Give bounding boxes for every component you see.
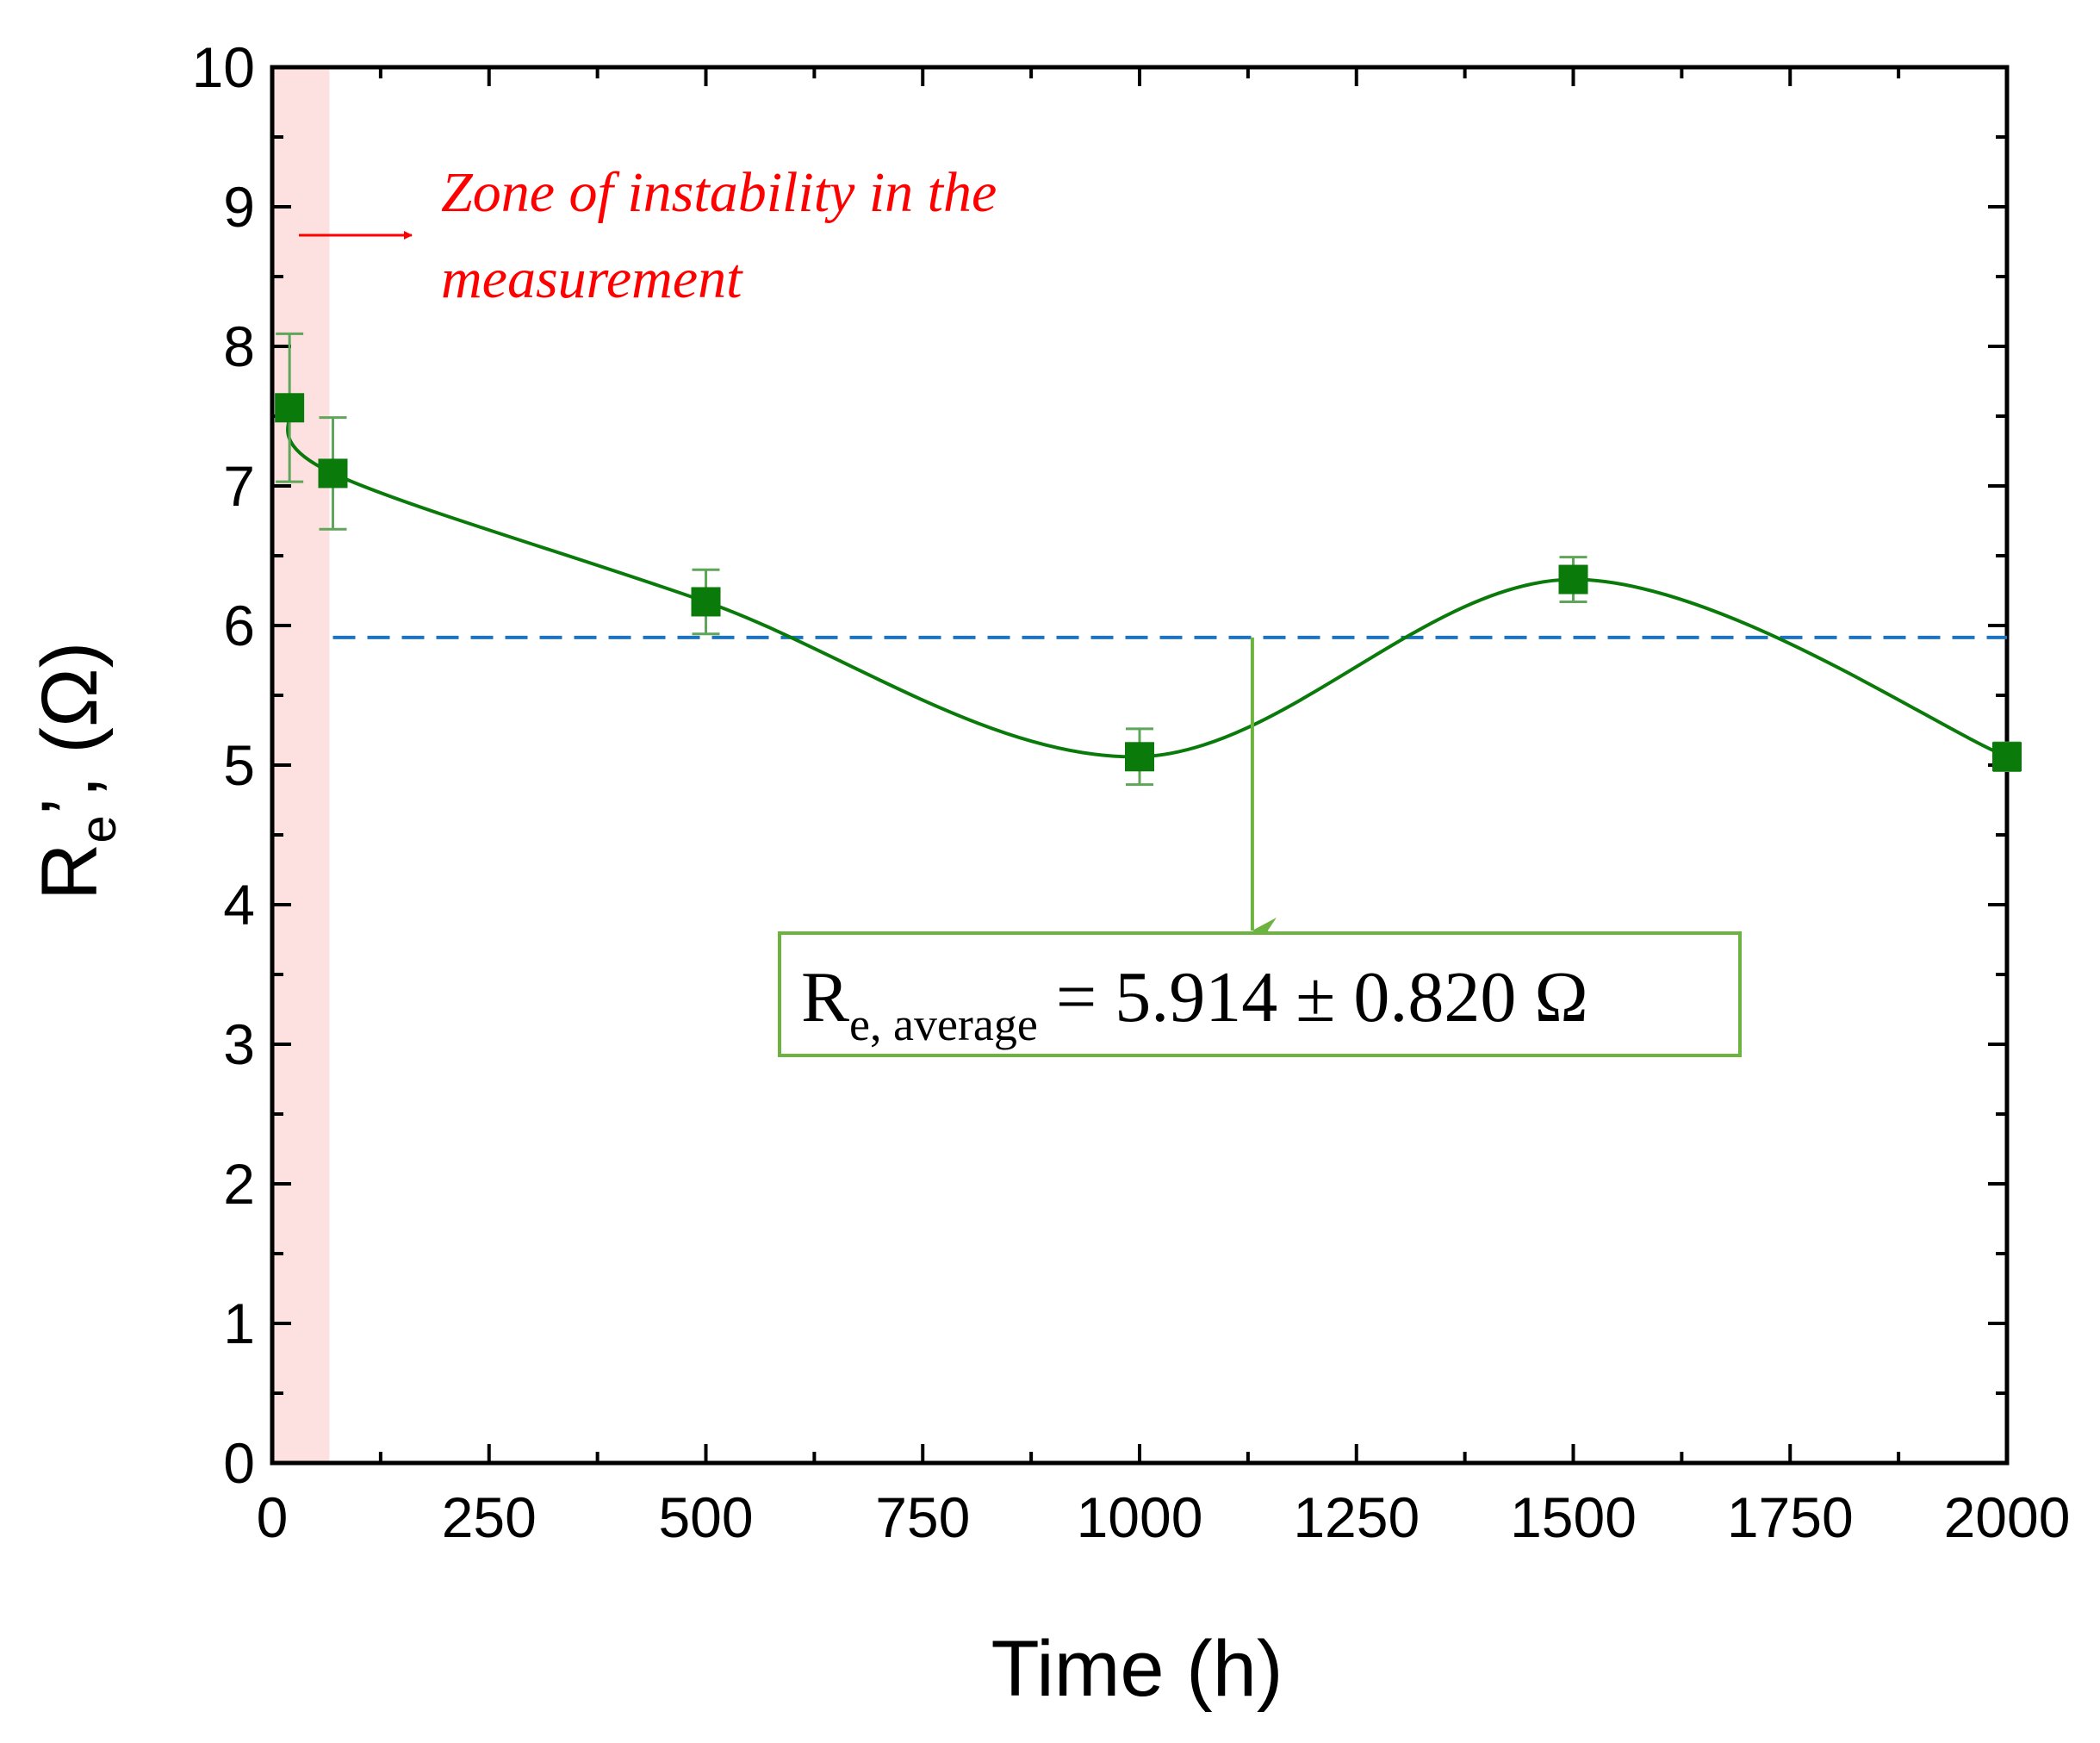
y-tick-label: 7 <box>223 454 255 518</box>
y-tick-labels: 0 1 2 3 4 5 6 7 8 9 10 <box>192 35 255 1495</box>
y-axis-title: Re’, (Ω) <box>26 642 127 900</box>
y-tick-label: 5 <box>223 733 255 797</box>
average-box <box>778 931 1742 1057</box>
y-tick-label: 3 <box>223 1012 255 1076</box>
x-tick-label: 1250 <box>1293 1485 1420 1549</box>
y-tick-label: 10 <box>192 35 255 99</box>
data-point-marker <box>1125 742 1154 772</box>
y-tick-label: 1 <box>223 1292 255 1355</box>
data-point-marker <box>275 393 305 423</box>
y-tick-label: 9 <box>223 175 255 239</box>
x-tick-label: 1000 <box>1077 1485 1203 1549</box>
average-label-prefix: R <box>801 957 849 1037</box>
series-fit-curve <box>286 407 2008 759</box>
data-point-marker <box>1558 564 1588 594</box>
x-tick-label: 1750 <box>1727 1485 1854 1549</box>
y-tick-label: 4 <box>223 873 255 937</box>
y-axis-title-sub: e <box>71 815 127 843</box>
x-axis-title: Time (h) <box>991 1625 1283 1713</box>
axis-ticks <box>270 65 2009 1465</box>
x-tick-label: 750 <box>875 1485 970 1549</box>
x-tick-label: 0 <box>257 1485 289 1549</box>
x-tick-label: 500 <box>658 1485 753 1549</box>
data-point-marker <box>691 587 721 617</box>
y-tick-label: 2 <box>223 1152 255 1216</box>
x-tick-label: 2000 <box>1944 1485 2071 1549</box>
x-tick-label: 1500 <box>1510 1485 1637 1549</box>
y-tick-label: 0 <box>223 1431 255 1495</box>
average-label-subscript: e, average <box>849 999 1038 1050</box>
y-tick-label: 8 <box>223 314 255 378</box>
zone-label-line1: Zone of instability in the <box>441 161 997 224</box>
data-points <box>275 332 2022 787</box>
average-label: Re, average = 5.914 ± 0.820 Ω <box>801 957 1588 1050</box>
x-tick-label: 250 <box>442 1485 537 1549</box>
y-axis-title-main: R <box>26 843 114 900</box>
y-axis-title-suffix: ’, (Ω) <box>26 642 114 816</box>
y-tick-label: 6 <box>223 594 255 657</box>
data-point-marker <box>318 458 348 489</box>
x-tick-labels: 0 250 500 750 1000 1250 1500 1750 2000 <box>257 1485 2071 1549</box>
data-point-marker <box>1992 742 2022 772</box>
average-label-value: = 5.914 ± 0.820 Ω <box>1038 957 1588 1037</box>
zone-label-line2: measurement <box>441 247 743 310</box>
